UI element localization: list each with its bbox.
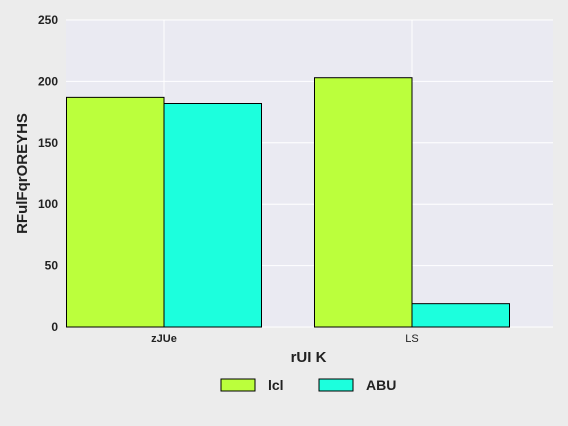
y-tick-label: 100 (38, 197, 58, 211)
x-tick-labels: zJUe LS (151, 333, 419, 345)
y-tick-label: 200 (38, 74, 58, 88)
x-tick-label: zJUe (151, 333, 177, 345)
legend-swatch (220, 378, 256, 392)
legend-item-ABU: ABU (318, 377, 396, 393)
bar-ABU-zJUe (163, 103, 262, 328)
bar-lcl-zJUe (66, 96, 165, 328)
y-axis-label: RFulFqrOREYHS (14, 113, 31, 234)
x-axis-label: rUI K (291, 349, 327, 366)
y-tick-label: 0 (51, 320, 58, 334)
legend-item-lcl: lcl (220, 377, 284, 393)
bar-ABU-LS (411, 303, 510, 328)
legend: lcl ABU (220, 377, 396, 393)
y-tick-label: 250 (38, 13, 58, 27)
y-tick-label: 150 (38, 136, 58, 150)
legend-label: lcl (268, 377, 284, 393)
y-tick-label: 50 (45, 259, 59, 273)
y-tick-labels: 0 50 100 150 200 250 (38, 13, 58, 334)
legend-label: ABU (366, 377, 396, 393)
bar-lcl-LS (314, 77, 413, 328)
x-tick-label: LS (405, 333, 418, 345)
legend-swatch (318, 378, 354, 392)
bars (66, 77, 510, 328)
